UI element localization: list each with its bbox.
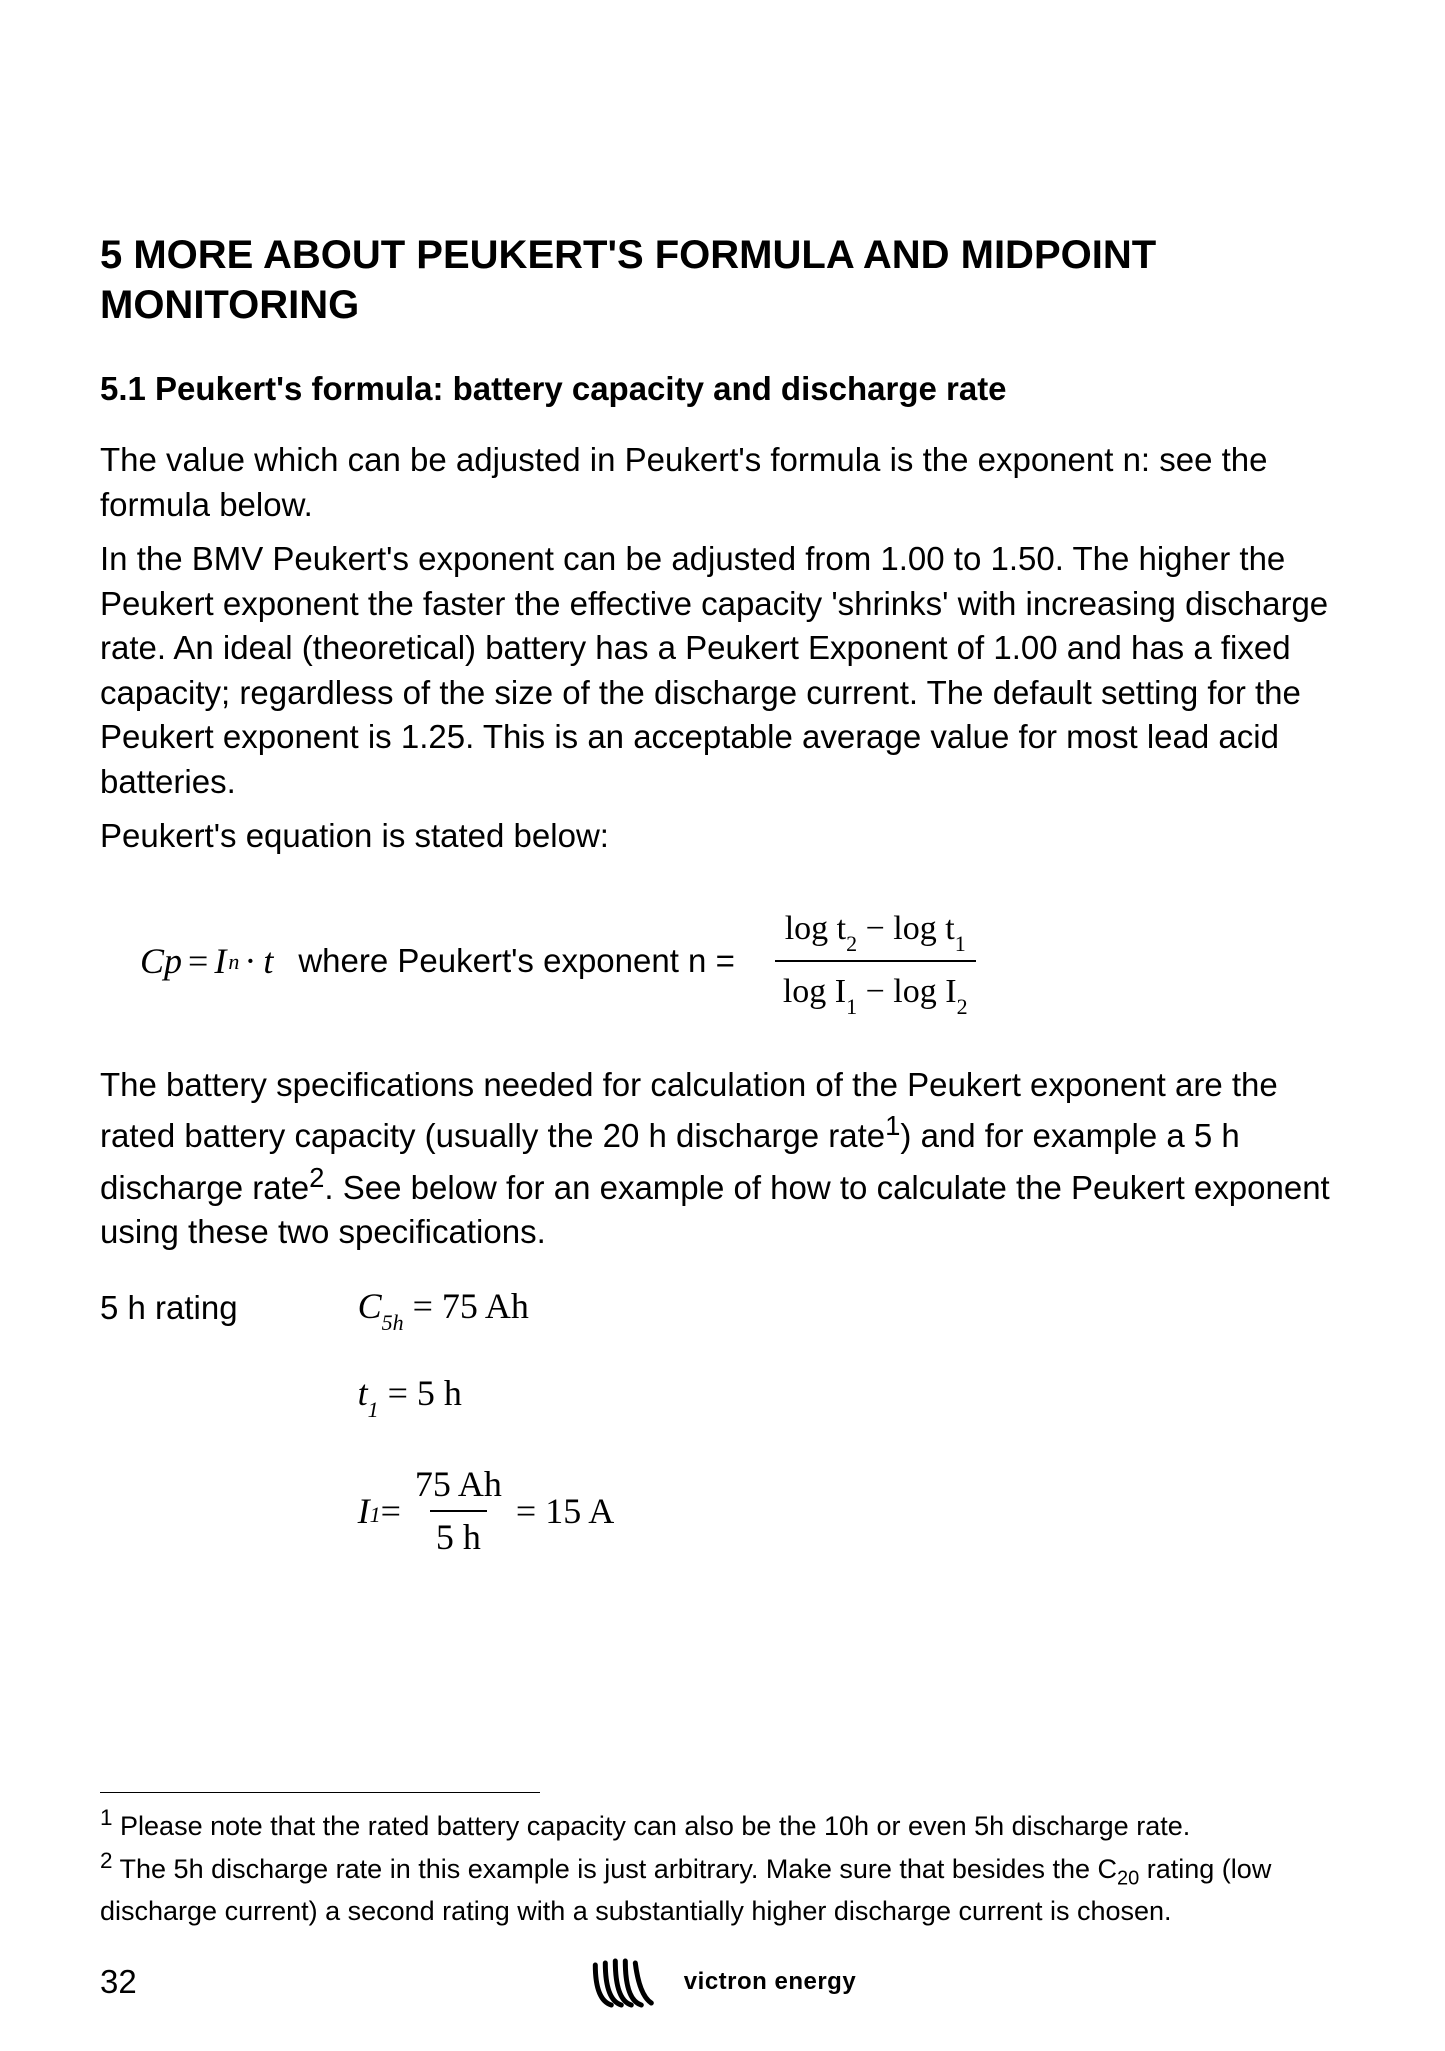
page-footer: 32 victron energy xyxy=(100,1963,1345,2001)
example-label: 5 h rating xyxy=(100,1285,238,1563)
formula-cp-lhs: Cp xyxy=(140,940,182,982)
footnotes-block: 1 Please note that the rated battery cap… xyxy=(100,1792,1345,1931)
paragraph-equation-lead: Peukert's equation is stated below: xyxy=(100,814,1345,859)
formula-dot-t: · t xyxy=(245,940,273,982)
formula-cp: Cp = I n · t xyxy=(140,940,273,982)
formula-eq: = xyxy=(188,940,208,982)
formula-exponent-n: n xyxy=(228,949,239,975)
paragraph-specs: The battery specifications needed for ca… xyxy=(100,1063,1345,1255)
formula-t1: t1 = 5 h xyxy=(358,1372,615,1419)
footnote-separator xyxy=(100,1792,540,1793)
formula-i1: I1 = 75 Ah 5 h = 15 A xyxy=(358,1459,615,1563)
footnote-1: 1 Please note that the rated battery cap… xyxy=(100,1803,1345,1844)
fraction-numerator: log t2 − log t1 xyxy=(777,899,974,960)
subsection-heading: 5.1 Peukert's formula: battery capacity … xyxy=(100,370,1345,408)
section-heading: 5 MORE ABOUT PEUKERT'S FORMULA AND MIDPO… xyxy=(100,230,1345,330)
footnote-ref-1: 1 xyxy=(885,1110,900,1141)
paragraph-detail: In the BMV Peukert's exponent can be adj… xyxy=(100,537,1345,804)
victron-logo: victron energy xyxy=(589,1955,856,2010)
formula-c5h: C5h = 75 Ah xyxy=(358,1285,615,1332)
victron-logo-icon xyxy=(589,1955,669,2010)
victron-logo-text: victron energy xyxy=(684,1968,856,1996)
page-number: 32 xyxy=(100,1963,137,2001)
paragraph-intro: The value which can be adjusted in Peuke… xyxy=(100,438,1345,527)
formula-i1-fraction: 75 Ah 5 h xyxy=(409,1459,508,1563)
example-5h-rating: 5 h rating C5h = 75 Ah t1 = 5 h I1 = 75 … xyxy=(100,1285,1345,1563)
fraction-denominator: log I1 − log I2 xyxy=(775,960,976,1023)
example-formulas: C5h = 75 Ah t1 = 5 h I1 = 75 Ah 5 h = 15… xyxy=(358,1285,615,1563)
formula-I: I xyxy=(214,940,226,982)
peukert-formula-row: Cp = I n · t where Peukert's exponent n … xyxy=(140,899,1345,1023)
footnote-2: 2 The 5h discharge rate in this example … xyxy=(100,1846,1345,1929)
formula-where-text: where Peukert's exponent n = xyxy=(298,942,735,980)
footnote-ref-2: 2 xyxy=(309,1162,324,1193)
formula-n-fraction: log t2 − log t1 log I1 − log I2 xyxy=(775,899,976,1023)
